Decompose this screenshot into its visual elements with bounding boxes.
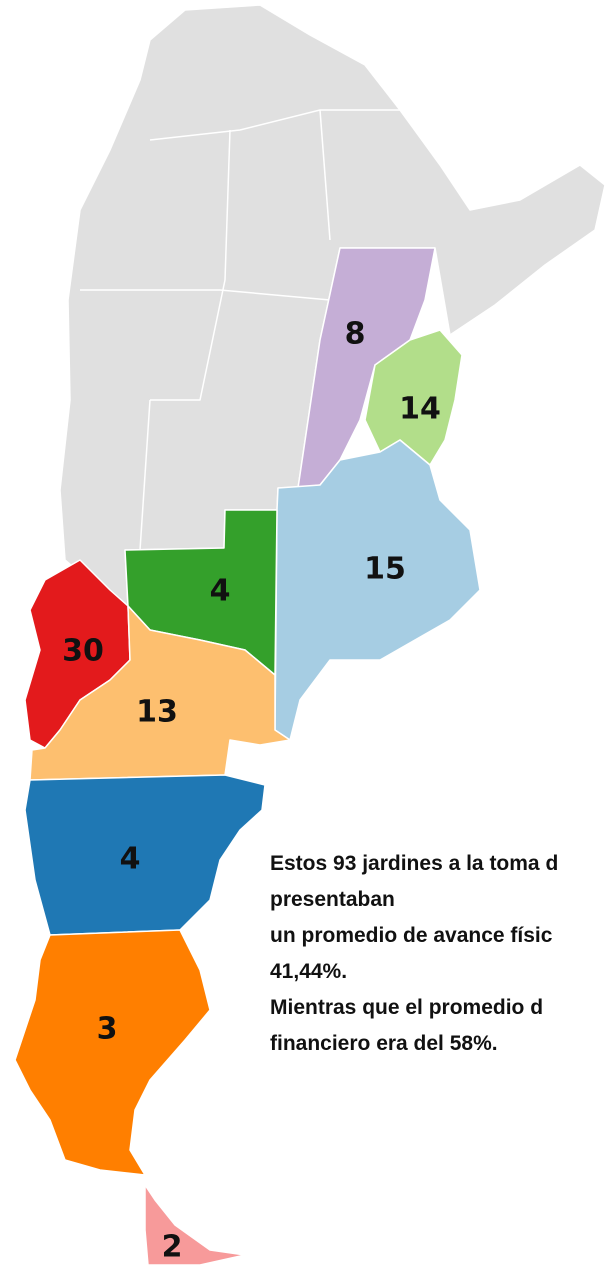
region — [297, 247, 436, 489]
note-line: Mientras que el promedio d — [270, 996, 543, 1019]
region-label: 4 — [210, 574, 231, 609]
region-label: 2 — [162, 1230, 183, 1265]
region-label: 4 — [120, 842, 141, 877]
region-label: 13 — [136, 695, 178, 730]
region-label: 15 — [364, 552, 406, 587]
region — [24, 774, 266, 936]
note: Estos 93 jardines a la toma d presentaban… — [270, 852, 558, 1055]
region-label: 8 — [345, 317, 366, 352]
note-line: un promedio de avance físic — [270, 924, 553, 947]
region-label: 30 — [62, 634, 104, 669]
note-line: Estos 93 jardines a la toma d — [270, 852, 558, 875]
region — [14, 929, 211, 1176]
note-line: 41,44%. — [270, 960, 347, 983]
region — [144, 1184, 246, 1266]
region-label: 14 — [399, 392, 441, 427]
region-label: 3 — [97, 1012, 118, 1047]
note-line: financiero era del 58%. — [270, 1032, 498, 1055]
province-borders — [80, 109, 400, 551]
region — [29, 605, 291, 781]
note-line: presentaban — [270, 888, 395, 911]
